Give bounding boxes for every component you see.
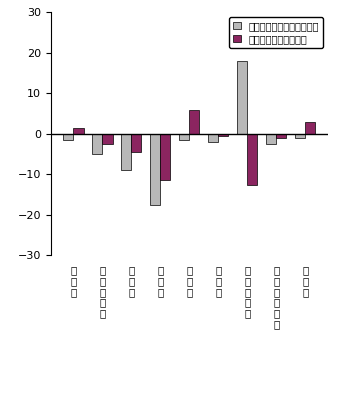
Bar (295, 134, 305, 138)
Bar (63, 134, 73, 140)
Bar (73, 128, 83, 134)
Bar (150, 134, 160, 205)
Bar (208, 134, 218, 142)
Bar (218, 134, 228, 136)
Bar (276, 134, 286, 138)
Bar (179, 134, 189, 140)
Bar (102, 134, 113, 144)
Bar (189, 110, 199, 134)
Bar (247, 134, 257, 185)
Legend: 前期比（季節調整済指数）, 前年同期比（原指数）: 前期比（季節調整済指数）, 前年同期比（原指数） (229, 17, 323, 48)
Bar (92, 134, 102, 154)
Bar (237, 61, 247, 134)
Bar (160, 134, 170, 180)
Bar (305, 122, 315, 134)
Bar (266, 134, 276, 144)
Bar (131, 134, 142, 152)
Bar (121, 134, 131, 171)
